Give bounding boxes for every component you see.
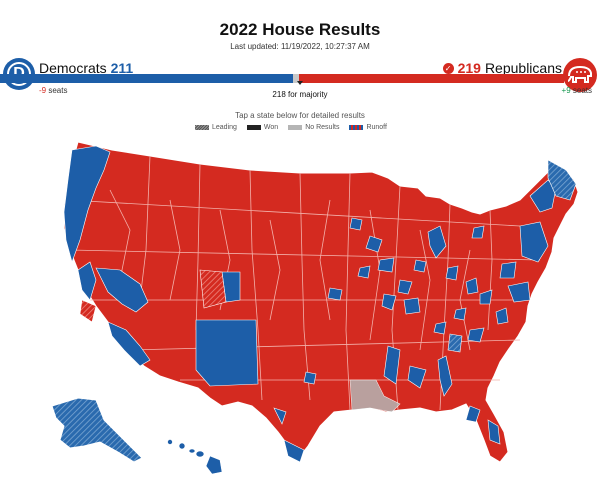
democrats-name: Democrats — [39, 60, 107, 76]
majority-label: 218 for majority — [272, 90, 328, 99]
hawaii[interactable] — [167, 439, 223, 475]
leading-districts[interactable] — [79, 159, 577, 353]
democrats-seat-change: -9 seats — [39, 86, 68, 95]
republicans-total: ✓ 219 Republicans — [442, 60, 562, 76]
alaska[interactable] — [51, 397, 143, 463]
legend-item-leading: Leading — [195, 124, 237, 131]
legend-item-won: Won — [246, 124, 278, 131]
republicans-seat-bar — [299, 74, 564, 83]
republicans-seats: 219 — [457, 60, 481, 76]
state-borders — [67, 155, 541, 411]
legend-item-runoff: Runoff — [349, 124, 387, 131]
democratic-districts[interactable] — [63, 145, 557, 463]
majority-marker — [297, 81, 303, 85]
democrats-seat-bar — [0, 74, 293, 83]
democrats-seats: 211 — [110, 60, 134, 76]
republicans-name: Republicans — [484, 60, 562, 76]
democrats-total: Democrats 211 — [39, 60, 133, 76]
undecided-seat-bar — [293, 74, 299, 83]
page-title: 2022 House Results — [219, 20, 381, 39]
last-updated: Last updated: 11/19/2022, 10:27:37 AM — [230, 42, 370, 51]
map-legend: Leading Won No Results Runoff — [195, 124, 387, 131]
no-results-district[interactable] — [349, 379, 401, 413]
republican-elephant-icon — [563, 58, 597, 92]
check-icon: ✓ — [442, 62, 454, 74]
map-instructions: Tap a state below for detailed results — [235, 111, 365, 120]
legend-item-no-results: No Results — [288, 124, 339, 131]
republicans-seat-change: +9 seats — [561, 86, 592, 95]
